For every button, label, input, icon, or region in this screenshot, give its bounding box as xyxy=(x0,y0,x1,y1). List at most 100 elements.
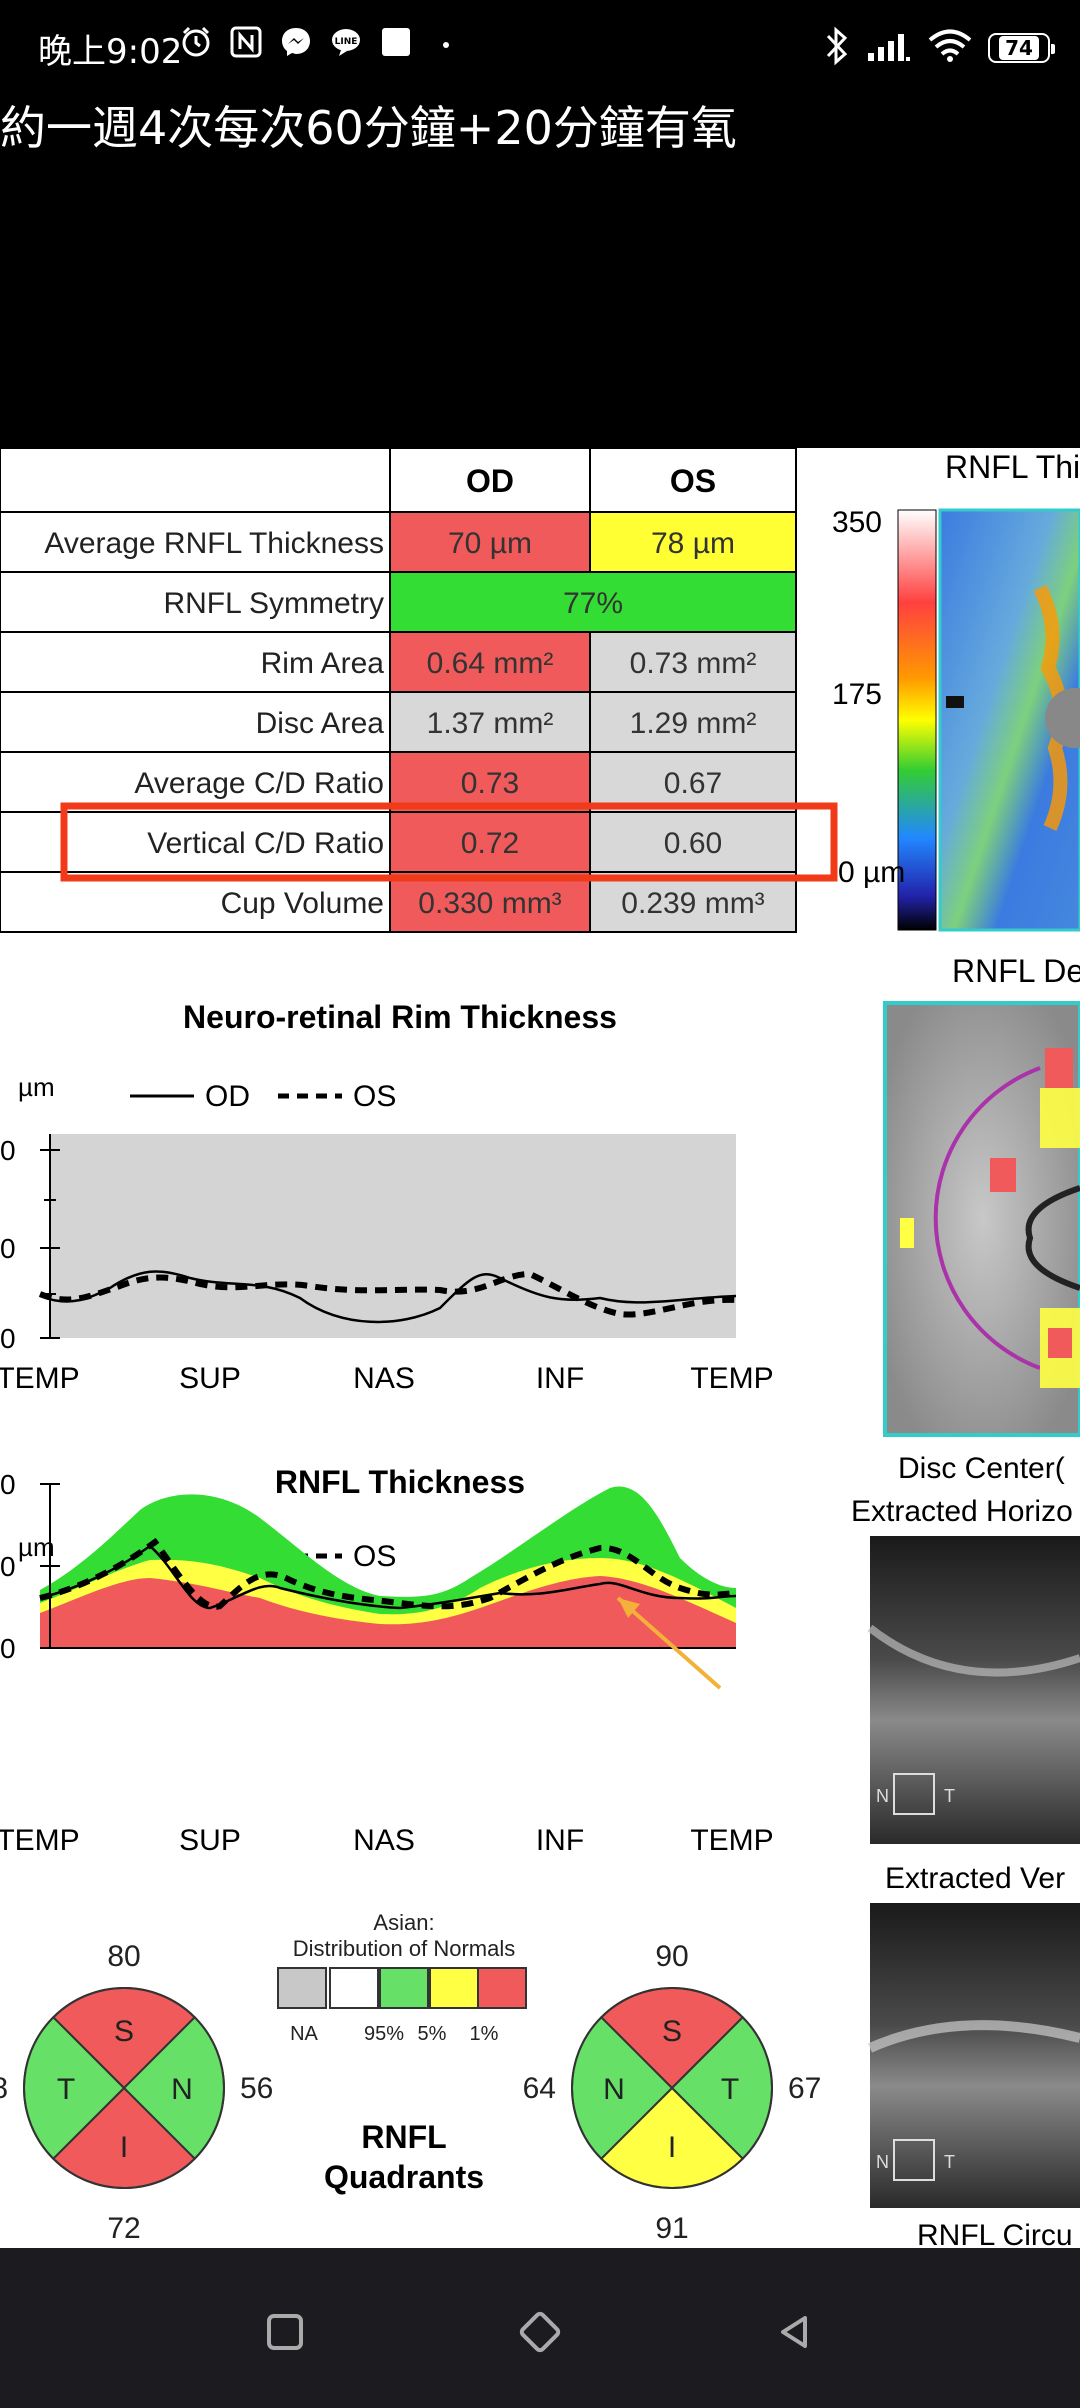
row-label: Cup Volume xyxy=(221,887,384,920)
annotation-arrowhead xyxy=(618,1598,640,1618)
rim-x-label-1: TEMP xyxy=(0,1362,80,1395)
colorbar-tick-max: 350 xyxy=(832,506,882,539)
od-quadrant-chart: S N I T 80 72 56 8 xyxy=(0,1940,273,2245)
legend-label: 1% xyxy=(470,2023,499,2045)
colorbar-title: RNFL Thi xyxy=(945,449,1080,485)
rnfl-x-label-3: NAS xyxy=(353,1824,415,1857)
rim-y-label-mid: 0 xyxy=(0,1233,16,1264)
parameter-table: OD OS Average RNFL Thickness 70 µm 78 µm RNFL… xyxy=(0,448,838,933)
quadrants-title-1: RNFL xyxy=(361,2119,446,2155)
back-icon xyxy=(781,2316,807,2348)
rim-x-label-5: TEMP xyxy=(690,1362,773,1395)
os-quadrant-value: 91 xyxy=(655,2212,688,2245)
table-header-os: OS xyxy=(670,463,716,499)
rnfl-chart-title: RNFL Thickness xyxy=(275,1464,525,1500)
rim-chart-title: Neuro-retinal Rim Thickness xyxy=(183,999,617,1035)
rim-chart-unit: µm xyxy=(18,1072,55,1102)
extracted-horizontal-label: Extracted Horizo xyxy=(851,1495,1073,1528)
os-quadrant-value: 67 xyxy=(788,2072,821,2105)
legend-swatch xyxy=(477,1967,527,2009)
status-time: 晚上9:02 xyxy=(38,32,183,72)
rim-y-label-bot: 0 xyxy=(0,1323,16,1354)
row-value-od: 0.330 mm³ xyxy=(418,887,561,920)
rnfl-dev-label: RNFL De xyxy=(952,953,1080,989)
rim-x-label-2: SUP xyxy=(179,1362,241,1395)
svg-text:LINE: LINE xyxy=(335,37,358,47)
bluetooth-icon xyxy=(824,26,850,70)
v-scan-n: N xyxy=(876,2152,889,2172)
v-scan-t: T xyxy=(944,2152,955,2172)
row-label: RNFL Symmetry xyxy=(163,587,384,620)
od-quadrant-value: 80 xyxy=(107,1940,140,1973)
rnfl-x-label-2: SUP xyxy=(179,1824,241,1857)
rim-legend-od: OD xyxy=(205,1080,250,1113)
table-row: Cup Volume 0.330 mm³ 0.239 mm³ xyxy=(0,871,797,933)
status-icons-left: LINE xyxy=(178,24,464,60)
back-button[interactable] xyxy=(755,2292,835,2372)
od-quadrant-value: 8 xyxy=(0,2072,8,2105)
rim-os-line xyxy=(38,1270,737,1318)
home-icon xyxy=(519,2311,561,2353)
table-row: Rim Area 0.64 mm² 0.73 mm² xyxy=(0,631,797,693)
messenger-icon xyxy=(278,24,314,60)
legend-label: 95% xyxy=(364,2023,404,2045)
row-value-os: 0.239 mm³ xyxy=(621,887,764,920)
rnfl-y-label-bot: 0 xyxy=(0,1633,16,1664)
nfc-icon xyxy=(228,24,264,60)
legend-swatch xyxy=(379,1967,429,2009)
os-quadrant-chart: S T I N 90 91 67 64 xyxy=(523,1940,822,2245)
row-value-os: 78 µm xyxy=(651,527,735,560)
status-bar: 晚上9:02 LINE 74 xyxy=(0,0,1080,96)
disc-center-label: Disc Center( xyxy=(898,1452,1065,1485)
row-value-od: 0.72 xyxy=(461,827,519,860)
rnfl-deviation-map: RNFL De xyxy=(883,953,1080,1437)
row-label: Disc Area xyxy=(256,707,385,740)
od-wedge-label-S: S xyxy=(114,2015,134,2048)
os-wedge-label-T: T xyxy=(721,2073,739,2106)
status-icons-right: 74 xyxy=(824,26,1055,70)
row-label: Average RNFL Thickness xyxy=(44,527,384,560)
od-wedge-label-I: I xyxy=(120,2131,128,2164)
table-row: Average RNFL Thickness 70 µm 78 µm xyxy=(0,511,797,573)
row-value-od: 1.37 mm² xyxy=(427,707,554,740)
rim-x-label-4: INF xyxy=(536,1362,584,1395)
colorbar-tick-mid: 175 xyxy=(832,678,882,711)
row-value-od: 70 µm xyxy=(448,527,532,560)
row-value-merged: 77% xyxy=(563,587,623,620)
report-canvas: OD OS Average RNFL Thickness 70 µm 78 µm RNFL… xyxy=(0,448,1080,2248)
row-label: Vertical C/D Ratio xyxy=(147,827,384,860)
legend-title-2: Distribution of Normals xyxy=(293,1936,516,1961)
row-label: Rim Area xyxy=(261,647,385,680)
caption-text: 約一週4次每次60分鐘+20分鐘有氧 xyxy=(0,101,737,155)
rnfl-x-label-5: TEMP xyxy=(690,1824,773,1857)
signal-icon xyxy=(866,29,912,67)
os-wedge-label-N: N xyxy=(603,2073,625,2106)
rnfl-legend-os: OS xyxy=(353,1540,396,1573)
colorbar-tick-min: 0 µm xyxy=(838,856,905,889)
od-wedge-label-T: T xyxy=(57,2073,75,2106)
rim-od-line xyxy=(39,1270,737,1324)
rnfl-os-line xyxy=(39,1537,737,1610)
normals-legend: Asian:Distribution of Normals NA 95% 5% 1% xyxy=(277,1910,527,2045)
rim-thickness-chart: Neuro-retinal Rim Thickness µm OD OS 0 0… xyxy=(0,999,774,1395)
row-label: Average C/D Ratio xyxy=(134,767,384,800)
row-value-os: 0.67 xyxy=(664,767,722,800)
table-row: Disc Area 1.37 mm² 1.29 mm² xyxy=(0,691,797,753)
recents-button[interactable] xyxy=(245,2292,325,2372)
rnfl-y-label-top: 0 xyxy=(0,1469,16,1500)
rnfl-thickness-chart: RNFL Thickness µm OD OS 0 0 0 TEM xyxy=(0,1464,774,1857)
extracted-vertical-label: Extracted Ver xyxy=(885,1862,1065,1895)
legend-label: 5% xyxy=(418,2023,447,2045)
home-button[interactable] xyxy=(500,2292,580,2372)
extracted-scans: Disc Center( Extracted Horizo N T Extrac… xyxy=(851,1452,1080,2248)
square-icon xyxy=(378,24,414,60)
colorbar: RNFL Thi 350 175 0 µm xyxy=(832,449,1080,932)
line-icon: LINE xyxy=(328,24,364,60)
legend-swatch xyxy=(277,1967,327,2009)
annotation-arrow xyxy=(616,1596,722,1690)
rim-x-label-3: NAS xyxy=(353,1362,415,1395)
rnfl-chart-unit: µm xyxy=(18,1532,55,1562)
rnfl-quadrants: S N I T 80 72 56 8 S T I N 90 91 67 64 Asian:Distributio… xyxy=(0,1910,821,2245)
h-scan-t: T xyxy=(944,1786,955,1806)
os-wedge-label-S: S xyxy=(662,2015,682,2048)
